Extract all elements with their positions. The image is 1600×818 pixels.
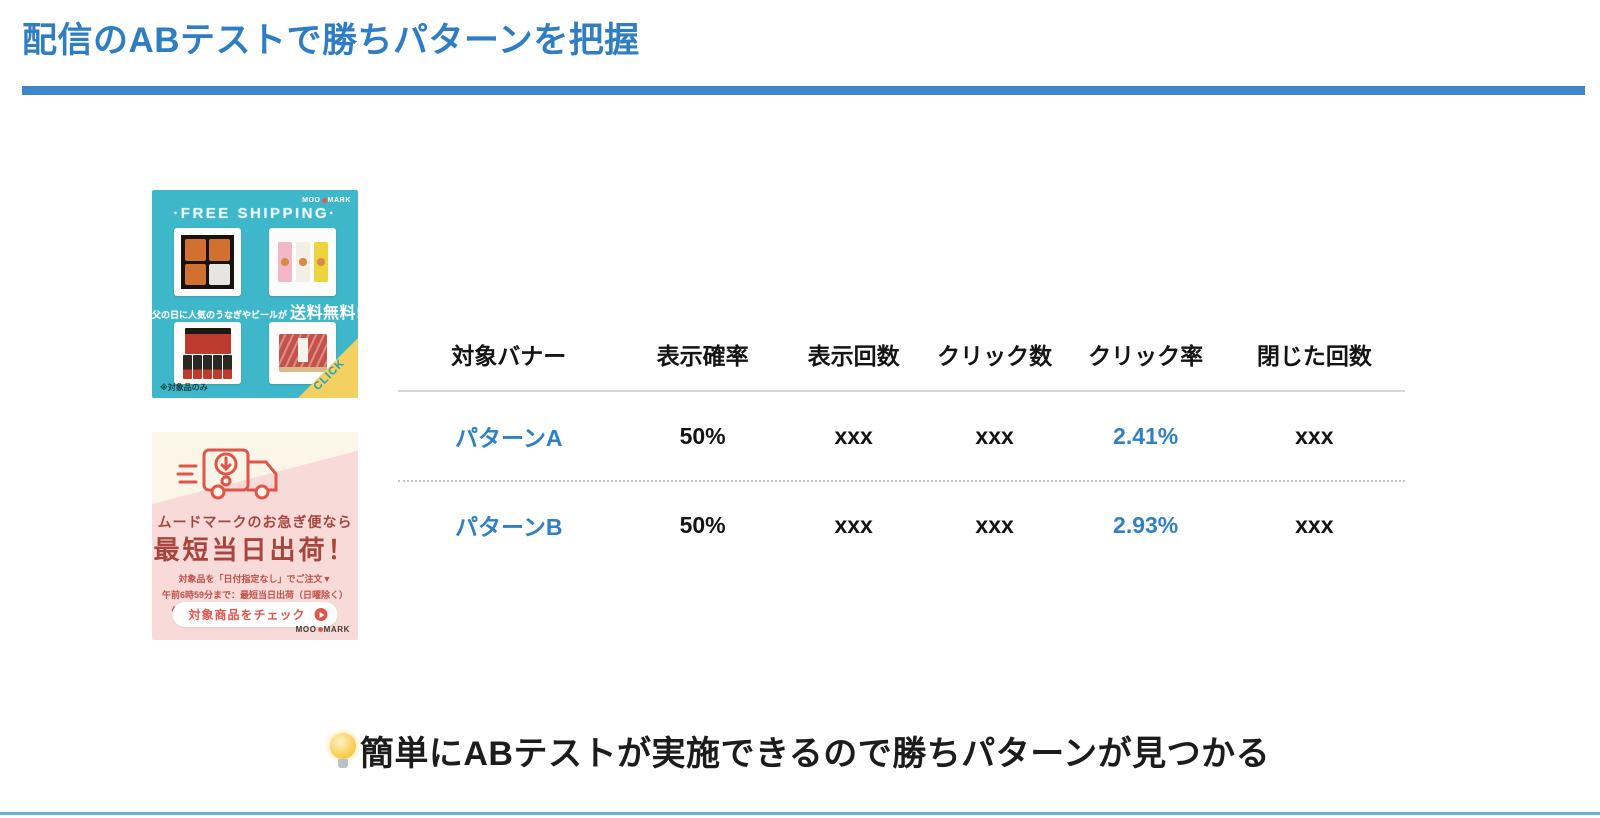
brand-prefix: MOO xyxy=(295,625,317,634)
ab-test-table: 対象バナー 表示確率 表示回数 クリック数 クリック率 閉じた回数 パターンA … xyxy=(398,318,1405,568)
unagi-gift-box xyxy=(181,235,234,289)
col-header-closes: 閉じた回数 xyxy=(1256,343,1372,369)
pattern-name: パターンB xyxy=(455,514,563,540)
banner-pattern-a: MOO MARK ·FREE SHIPPING· 父の日に人気のうなぎやビールが送… xyxy=(152,190,358,398)
brand-dot-icon xyxy=(317,627,323,632)
col-header-clicks: クリック数 xyxy=(937,343,1053,369)
brand-suffix: MARK xyxy=(327,197,351,204)
col-header-impressions: 表示回数 xyxy=(807,343,900,369)
ctr-value: 2.93% xyxy=(1113,511,1179,538)
caption-emphasis: 送料無料!! xyxy=(290,305,358,322)
show-rate-value: 50% xyxy=(679,422,726,449)
col-header-show-rate: 表示確率 xyxy=(656,343,749,369)
play-arrow-icon xyxy=(314,608,328,621)
brand-suffix: MARK xyxy=(323,625,350,634)
detail-line: 対象品を「日付指定なし」でご注文▼ xyxy=(178,574,332,584)
closes-value: xxx xyxy=(1295,511,1334,538)
banner-pattern-b: ムードマークのお急ぎ便なら 最短当日出荷！ 対象品を「日付指定なし」でご注文▼ … xyxy=(152,432,358,640)
clicks-value: xxx xyxy=(975,511,1014,538)
takeaway-text: 簡単にABテストが実施できるので勝ちパターンが見つかる xyxy=(359,735,1271,773)
product-photo-beer xyxy=(174,322,241,384)
sweets-boxes xyxy=(269,228,336,296)
delivery-truck-icon xyxy=(176,448,278,500)
check-products-label: 対象商品をチェック xyxy=(188,608,306,622)
banner-a-headline: ·FREE SHIPPING· xyxy=(173,205,337,222)
brand-logo: MOO MARK xyxy=(296,625,350,634)
impressions-value: xxx xyxy=(834,511,873,538)
table-header-row: 対象バナー 表示確率 表示回数 クリック数 クリック率 閉じた回数 xyxy=(398,318,1405,392)
banner-a-note: ※対象品のみ xyxy=(160,383,208,392)
col-header-ctr: クリック率 xyxy=(1088,343,1204,369)
impressions-value: xxx xyxy=(834,422,873,449)
lightbulb-icon xyxy=(329,732,356,769)
table-row-pattern-a: パターンA 50% xxx xxx 2.41% xxx xyxy=(398,392,1405,480)
closes-value: xxx xyxy=(1295,422,1334,449)
col-header-banner: 対象バナー xyxy=(451,343,567,369)
ctr-value: 2.41% xyxy=(1113,422,1179,449)
show-rate-value: 50% xyxy=(679,511,726,538)
footer-accent-line xyxy=(0,812,1600,815)
brand-dot-icon xyxy=(321,198,327,203)
product-photo-meat xyxy=(269,322,336,384)
beer-gift-set xyxy=(179,327,236,379)
pattern-name: パターンA xyxy=(455,425,563,451)
detail-line: 午前6時59分まで：最短当日出荷（日曜除く） xyxy=(161,590,349,601)
title-divider xyxy=(22,86,1585,95)
product-photo-sweets xyxy=(269,228,336,296)
page-title: 配信のABテストで勝ちパターンを把握 xyxy=(22,21,640,60)
takeaway-banner: 簡単にABテストが実施できるので勝ちパターンが見つかる xyxy=(0,726,1600,775)
meat-gift xyxy=(269,322,336,384)
banner-b-subhead: ムードマークのお急ぎ便なら xyxy=(157,514,353,530)
check-products-button: 対象商品をチェック xyxy=(172,602,338,627)
table-row-pattern-b: パターンB 50% xxx xxx 2.93% xxx xyxy=(398,480,1405,568)
brand-prefix: MOO xyxy=(302,197,321,204)
brand-logo: MOO MARK xyxy=(302,197,351,204)
clicks-value: xxx xyxy=(975,422,1014,449)
product-photo-unagi xyxy=(174,228,241,296)
banner-b-headline: 最短当日出荷！ xyxy=(153,535,357,565)
caption-text: 父の日に人気のうなぎやビールが xyxy=(152,310,288,320)
